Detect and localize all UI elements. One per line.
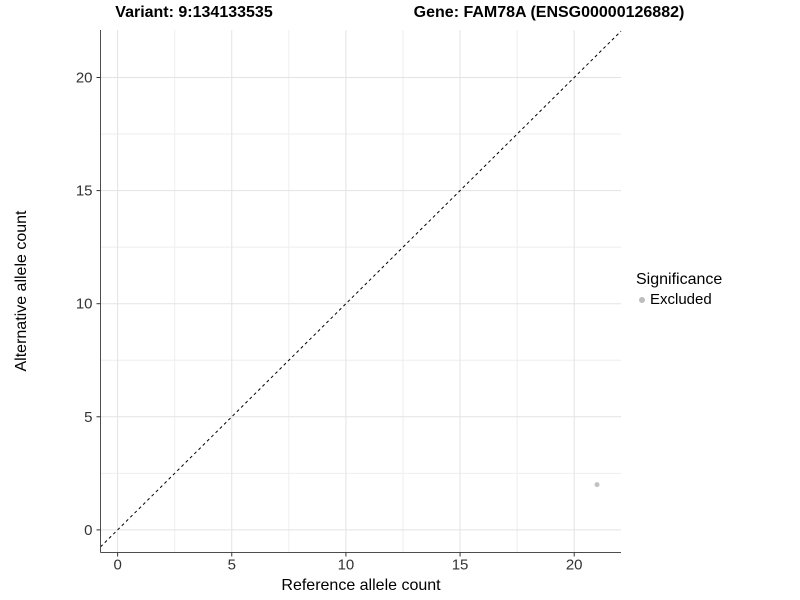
x-tick-label: 0 xyxy=(113,557,121,574)
tick-labels: 0 5 10 15 20 0 5 10 15 20 xyxy=(76,70,583,574)
legend: Significance Excluded xyxy=(636,270,722,309)
grid-major xyxy=(100,30,621,553)
y-tick-label: 10 xyxy=(76,296,93,313)
y-tick-label: 0 xyxy=(84,522,92,539)
data-point xyxy=(594,482,600,488)
x-tick-label: 5 xyxy=(228,557,236,574)
x-tick-label: 10 xyxy=(338,557,355,574)
legend-point-icon xyxy=(639,297,645,303)
x-axis-title: Reference allele count xyxy=(281,577,441,594)
data-points xyxy=(594,482,600,488)
y-tick-label: 5 xyxy=(84,409,92,426)
x-tick-label: 15 xyxy=(452,557,469,574)
identity-line xyxy=(100,30,622,548)
tick-marks xyxy=(96,77,575,557)
legend-item-label: Excluded xyxy=(650,291,712,308)
y-axis-title: Alternative allele count xyxy=(13,210,30,372)
y-tick-label: 15 xyxy=(76,183,93,200)
legend-title: Significance xyxy=(636,271,723,288)
x-tick-label: 20 xyxy=(566,557,583,574)
gene-title: Gene: FAM78A (ENSG00000126882) xyxy=(413,4,685,21)
variant-title: Variant: 9:134133535 xyxy=(115,4,273,21)
y-tick-label: 20 xyxy=(76,70,93,87)
grid-minor xyxy=(100,30,621,553)
legend-item-excluded: Excluded xyxy=(636,291,722,309)
